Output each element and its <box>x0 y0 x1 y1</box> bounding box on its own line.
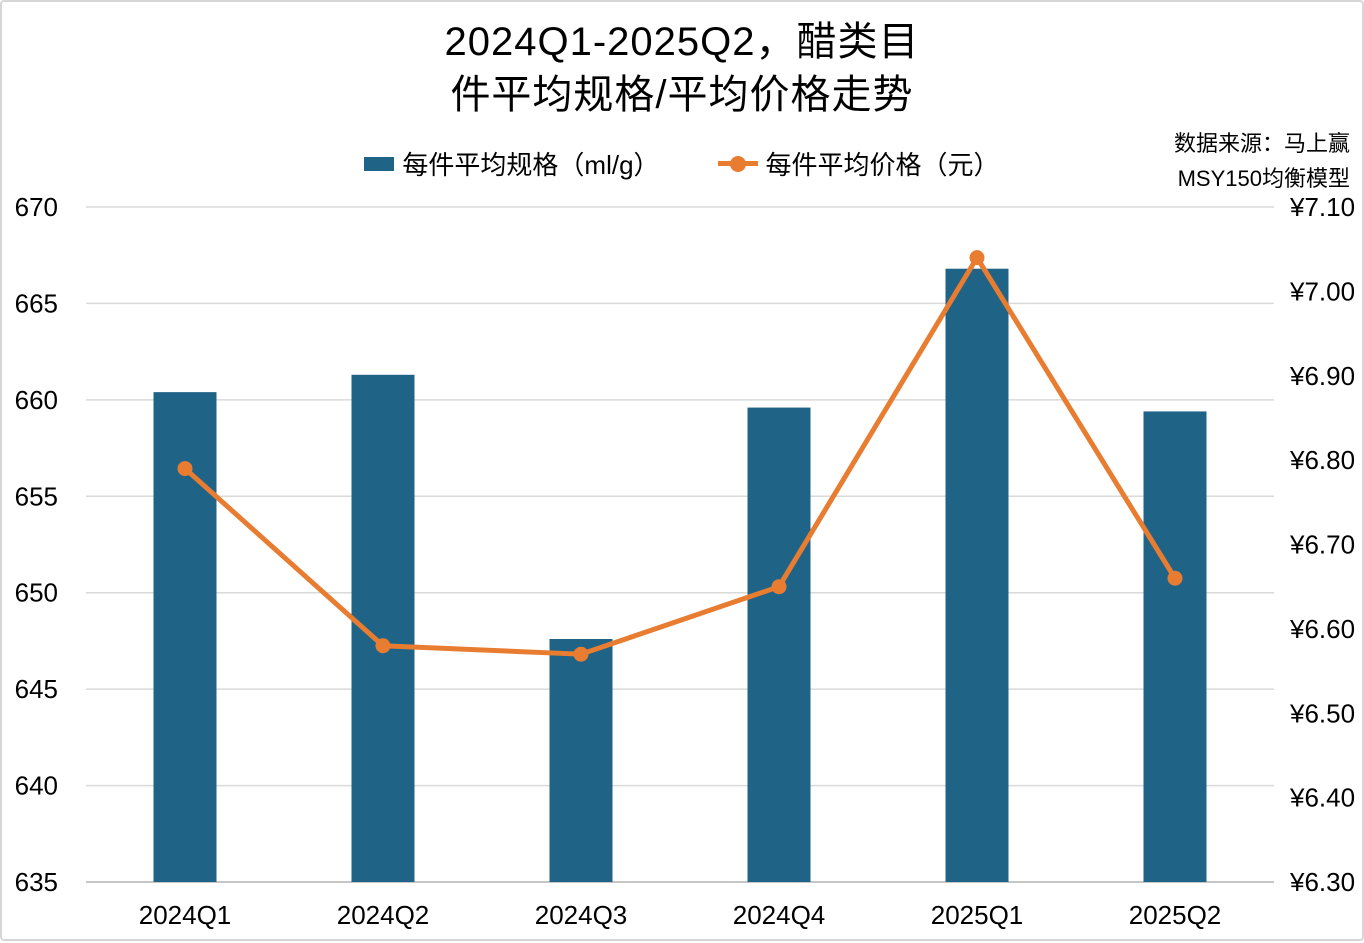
left-axis-tick-label: 655 <box>15 481 58 511</box>
price-point-2025Q2 <box>1167 570 1183 586</box>
left-axis-tick-label: 650 <box>15 578 58 608</box>
bar-2025Q2 <box>1143 411 1207 882</box>
chart-title: 2024Q1-2025Q2，醋类目 件平均规格/平均价格走势 <box>2 16 1362 122</box>
bar-2025Q1 <box>945 268 1009 882</box>
data-source-line1: 数据来源：马上赢 <box>1173 131 1350 156</box>
left-axis-tick-label: 660 <box>15 385 58 415</box>
right-axis-tick-label: ¥6.90 <box>1289 361 1355 391</box>
bar-2024Q4 <box>747 407 811 882</box>
price-point-2024Q4 <box>771 579 787 595</box>
bar-2024Q3 <box>549 639 613 882</box>
right-axis-tick-label: ¥7.00 <box>1289 276 1355 306</box>
x-axis-tick-label: 2025Q1 <box>931 900 1024 930</box>
data-source-line2: MSY150均衡模型 <box>1177 166 1350 191</box>
left-axis-tick-label: 670 <box>15 192 58 222</box>
left-axis-tick-label: 640 <box>15 771 58 801</box>
x-axis-tick-label: 2025Q2 <box>1129 900 1222 930</box>
x-axis-tick-label: 2024Q1 <box>139 900 232 930</box>
line-dot-swatch-icon <box>717 155 758 173</box>
price-line <box>182 255 1178 657</box>
price-point-2024Q3 <box>573 646 589 662</box>
chart-title-line2: 件平均规格/平均价格走势 <box>450 73 914 117</box>
bar-swatch-icon <box>364 156 395 171</box>
right-axis-tick-label: ¥6.40 <box>1289 783 1355 813</box>
right-axis-tick-label: ¥6.70 <box>1289 530 1355 560</box>
legend-item-spec: 每件平均规格（ml/g） <box>364 145 660 182</box>
x-axis-tick-label: 2024Q2 <box>337 900 430 930</box>
price-point-2025Q1 <box>969 250 985 266</box>
chart-title-line1: 2024Q1-2025Q2，醋类目 <box>444 20 920 64</box>
x-axis-tick-label: 2024Q4 <box>733 900 826 930</box>
right-axis-tick-label: ¥7.10 <box>1289 192 1355 222</box>
legend-label-price: 每件平均价格（元） <box>765 150 1000 180</box>
chart-legend: 每件平均规格（ml/g） 每件平均价格（元） <box>2 145 1362 182</box>
left-axis-tick-label: 665 <box>15 288 58 318</box>
left-axis-tick-label: 635 <box>15 867 58 897</box>
legend-label-spec: 每件平均规格（ml/g） <box>402 150 660 180</box>
price-point-2024Q2 <box>375 638 391 654</box>
left-axis-tick-label: 645 <box>15 674 58 704</box>
data-source: 数据来源：马上赢 MSY150均衡模型 <box>1174 126 1350 196</box>
x-axis-tick-label: 2024Q3 <box>535 900 628 930</box>
legend-item-price: 每件平均价格（元） <box>717 145 1000 182</box>
right-axis-tick-label: ¥6.60 <box>1289 614 1355 644</box>
right-axis-tick-label: ¥6.30 <box>1289 867 1355 897</box>
price-point-2024Q1 <box>177 461 193 477</box>
right-axis-tick-label: ¥6.80 <box>1289 445 1355 475</box>
right-axis-tick-label: ¥6.50 <box>1289 698 1355 728</box>
